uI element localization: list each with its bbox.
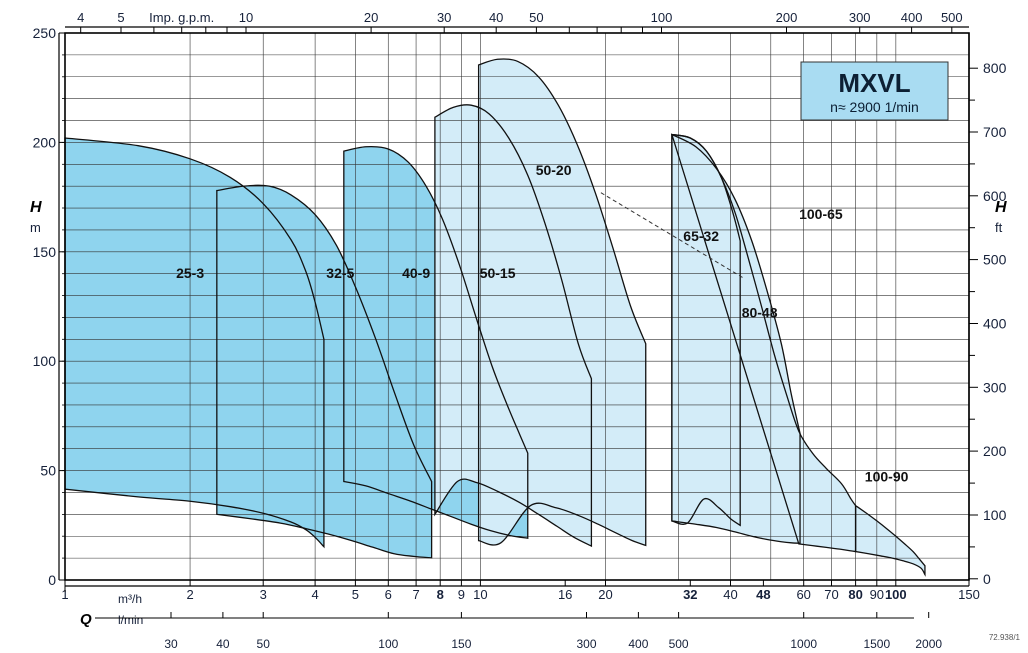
svg-text:10: 10 [239, 10, 253, 25]
svg-text:40: 40 [723, 587, 737, 602]
svg-text:300: 300 [576, 637, 596, 651]
svg-text:48: 48 [756, 587, 770, 602]
svg-text:80: 80 [848, 587, 862, 602]
svg-text:50: 50 [257, 637, 271, 651]
svg-text:65-32: 65-32 [683, 228, 719, 244]
svg-text:25-3: 25-3 [176, 265, 204, 281]
svg-text:m: m [30, 220, 41, 235]
svg-text:50-20: 50-20 [536, 162, 572, 178]
svg-text:150: 150 [451, 637, 471, 651]
svg-text:400: 400 [901, 10, 923, 25]
svg-text:40-9: 40-9 [402, 265, 430, 281]
svg-text:3: 3 [260, 587, 267, 602]
svg-text:H: H [995, 199, 1007, 216]
svg-text:100: 100 [983, 507, 1007, 523]
svg-text:0: 0 [48, 572, 56, 588]
svg-text:60: 60 [796, 587, 810, 602]
svg-text:7: 7 [412, 587, 419, 602]
svg-text:200: 200 [33, 134, 57, 150]
svg-text:500: 500 [983, 252, 1007, 268]
svg-text:500: 500 [941, 10, 963, 25]
svg-text:70: 70 [824, 587, 838, 602]
svg-text:m³/h: m³/h [118, 592, 142, 606]
svg-text:0: 0 [983, 571, 991, 587]
svg-text:90: 90 [870, 587, 884, 602]
svg-text:Q: Q [80, 611, 92, 628]
svg-text:50: 50 [40, 463, 56, 479]
svg-text:40: 40 [216, 637, 230, 651]
svg-text:150: 150 [958, 587, 980, 602]
svg-text:100: 100 [33, 353, 57, 369]
svg-text:6: 6 [385, 587, 392, 602]
svg-text:2000: 2000 [915, 637, 942, 651]
svg-text:20: 20 [364, 10, 378, 25]
svg-text:1000: 1000 [790, 637, 817, 651]
svg-text:200: 200 [776, 10, 798, 25]
svg-text:2: 2 [186, 587, 193, 602]
svg-text:Imp. g.p.m.: Imp. g.p.m. [149, 10, 214, 25]
svg-text:50-15: 50-15 [480, 265, 516, 281]
svg-text:ft: ft [995, 220, 1003, 235]
svg-text:700: 700 [983, 124, 1007, 140]
svg-text:5: 5 [117, 10, 124, 25]
svg-text:100-65: 100-65 [799, 206, 843, 222]
svg-text:72.938/1: 72.938/1 [989, 633, 1021, 642]
svg-text:100-90: 100-90 [865, 469, 909, 485]
svg-text:4: 4 [77, 10, 84, 25]
svg-text:250: 250 [33, 25, 57, 41]
svg-text:5: 5 [352, 587, 359, 602]
svg-text:30: 30 [437, 10, 451, 25]
svg-text:10: 10 [473, 587, 487, 602]
svg-text:l/min: l/min [118, 613, 143, 627]
svg-text:40: 40 [489, 10, 503, 25]
svg-text:100: 100 [651, 10, 673, 25]
svg-text:MXVL: MXVL [838, 68, 910, 98]
svg-text:100: 100 [378, 637, 398, 651]
svg-text:300: 300 [983, 379, 1007, 395]
svg-text:1500: 1500 [863, 637, 890, 651]
svg-text:20: 20 [598, 587, 612, 602]
svg-text:80-48: 80-48 [742, 304, 778, 320]
svg-text:32: 32 [683, 587, 697, 602]
svg-text:500: 500 [669, 637, 689, 651]
svg-text:32-5: 32-5 [326, 265, 354, 281]
svg-text:4: 4 [311, 587, 318, 602]
svg-text:400: 400 [983, 316, 1007, 332]
svg-text:16: 16 [558, 587, 572, 602]
svg-text:8: 8 [437, 587, 444, 602]
svg-text:100: 100 [885, 587, 907, 602]
svg-text:50: 50 [529, 10, 543, 25]
svg-text:400: 400 [628, 637, 648, 651]
svg-text:200: 200 [983, 443, 1007, 459]
svg-text:300: 300 [849, 10, 871, 25]
svg-text:150: 150 [33, 244, 57, 260]
svg-text:n≈ 2900 1/min: n≈ 2900 1/min [830, 99, 919, 115]
svg-text:9: 9 [458, 587, 465, 602]
svg-text:H: H [30, 199, 42, 216]
svg-text:800: 800 [983, 60, 1007, 76]
svg-text:30: 30 [164, 637, 178, 651]
